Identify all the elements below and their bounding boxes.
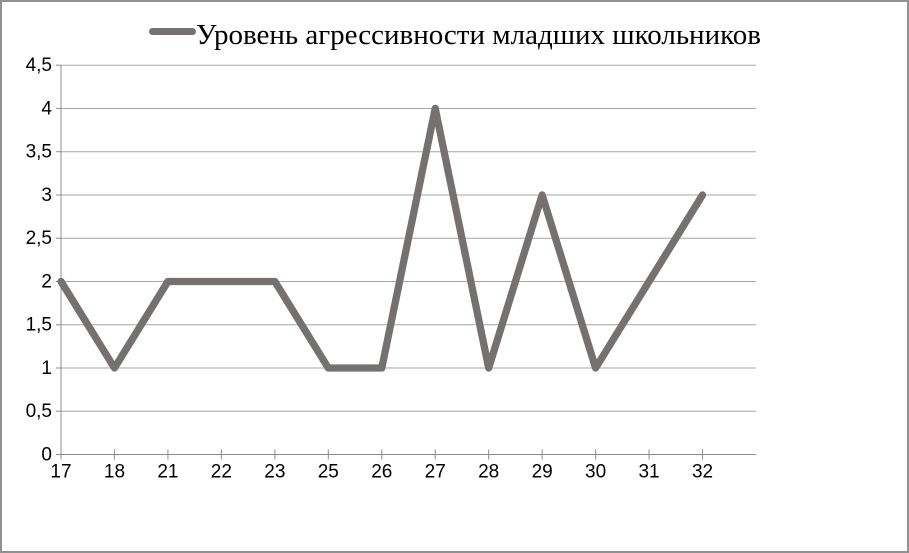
- svg-text:3,5: 3,5: [26, 142, 52, 163]
- svg-text:25: 25: [318, 462, 339, 483]
- svg-text:21: 21: [157, 462, 178, 483]
- svg-text:27: 27: [425, 462, 446, 483]
- svg-text:3: 3: [41, 185, 52, 206]
- svg-text:29: 29: [532, 462, 553, 483]
- svg-text:1,5: 1,5: [26, 315, 52, 336]
- svg-text:26: 26: [371, 462, 392, 483]
- svg-text:18: 18: [104, 462, 125, 483]
- svg-text:32: 32: [692, 462, 713, 483]
- svg-text:0: 0: [41, 445, 52, 466]
- svg-text:22: 22: [211, 462, 232, 483]
- svg-text:17: 17: [50, 462, 71, 483]
- svg-text:28: 28: [478, 462, 499, 483]
- svg-text:4: 4: [41, 98, 52, 119]
- svg-text:23: 23: [264, 462, 285, 483]
- svg-text:2,5: 2,5: [26, 228, 52, 249]
- svg-text:31: 31: [638, 462, 659, 483]
- svg-text:1: 1: [41, 358, 52, 379]
- svg-text:2: 2: [41, 271, 52, 292]
- svg-text:4,5: 4,5: [26, 55, 52, 76]
- svg-text:30: 30: [585, 462, 606, 483]
- svg-text:0,5: 0,5: [26, 401, 52, 422]
